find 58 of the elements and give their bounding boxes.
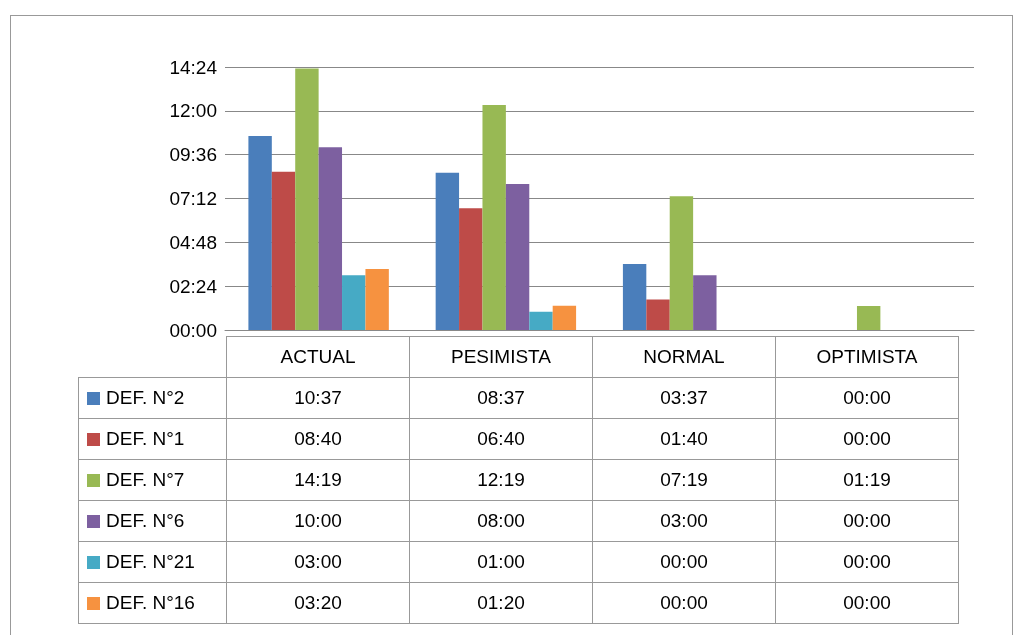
data-label: 00:00 bbox=[592, 582, 776, 624]
data-label: 07:19 bbox=[592, 459, 776, 501]
legend-label: DEF. N°2 bbox=[78, 377, 227, 419]
legend-label: DEF. N°1 bbox=[78, 418, 227, 460]
bar bbox=[552, 305, 577, 330]
data-label: 01:20 bbox=[409, 582, 593, 624]
x-tick-label: ACTUAL bbox=[226, 336, 410, 378]
data-label: 00:00 bbox=[775, 418, 959, 460]
x-tick-label: PESIMISTA bbox=[409, 336, 593, 378]
data-label: 00:00 bbox=[775, 377, 959, 419]
bar bbox=[435, 172, 460, 330]
data-label: 03:37 bbox=[592, 377, 776, 419]
data-label: 00:00 bbox=[775, 500, 959, 542]
bar bbox=[646, 299, 670, 330]
x-tick-label: NORMAL bbox=[592, 336, 776, 378]
y-tick-label: 12:00 bbox=[169, 100, 217, 122]
data-label: 08:37 bbox=[409, 377, 593, 419]
data-label: 10:37 bbox=[226, 377, 410, 419]
legend-label: DEF. N°6 bbox=[78, 500, 227, 542]
data-label: 08:40 bbox=[226, 418, 410, 460]
bar bbox=[365, 269, 389, 330]
bar bbox=[622, 263, 647, 330]
data-label: 12:19 bbox=[409, 459, 593, 501]
data-label: 00:00 bbox=[592, 541, 776, 583]
data-label: 14:19 bbox=[226, 459, 410, 501]
bar bbox=[529, 311, 553, 330]
data-label: 03:00 bbox=[592, 500, 776, 542]
data-label: 00:00 bbox=[775, 582, 959, 624]
data-label: 01:40 bbox=[592, 418, 776, 460]
bar bbox=[693, 275, 717, 330]
bar bbox=[669, 196, 694, 330]
bar bbox=[248, 136, 272, 330]
y-tick-label: 09:36 bbox=[169, 144, 217, 166]
data-label: 00:00 bbox=[775, 541, 959, 583]
legend-label: DEF. N°21 bbox=[78, 541, 227, 583]
y-tick-label: 14:24 bbox=[169, 56, 218, 78]
bar bbox=[295, 68, 319, 330]
bar bbox=[505, 183, 530, 330]
data-label: 01:00 bbox=[409, 541, 593, 583]
bar bbox=[271, 171, 296, 330]
bar bbox=[459, 208, 483, 330]
bar bbox=[318, 147, 343, 330]
data-label: 06:40 bbox=[409, 418, 593, 460]
y-tick-label: 07:12 bbox=[169, 188, 217, 209]
data-label: 03:20 bbox=[226, 582, 410, 624]
legend-label: DEF. N°7 bbox=[78, 459, 227, 501]
y-tick-label: 02:24 bbox=[169, 275, 218, 297]
bar bbox=[856, 305, 881, 330]
data-label: 03:00 bbox=[226, 541, 410, 583]
y-tick-label: 00:00 bbox=[169, 319, 217, 341]
bar bbox=[482, 105, 506, 330]
bar bbox=[342, 275, 366, 330]
y-tick-label: 04:48 bbox=[169, 231, 217, 253]
x-tick-label: OPTIMISTA bbox=[775, 336, 959, 378]
data-label: 08:00 bbox=[409, 500, 593, 542]
legend-label: DEF. N°16 bbox=[78, 582, 227, 624]
data-label: 10:00 bbox=[226, 500, 410, 542]
data-label: 01:19 bbox=[775, 459, 959, 501]
